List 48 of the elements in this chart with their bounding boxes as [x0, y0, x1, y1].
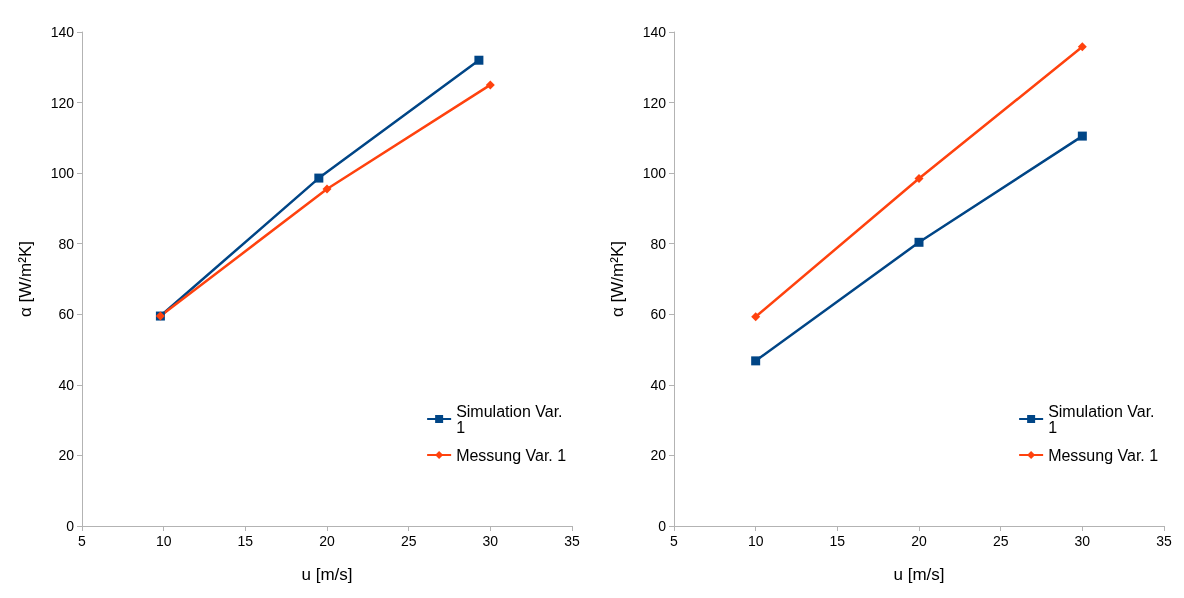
- legend-label: Messung Var. 1: [1048, 446, 1159, 464]
- y-tick-label: 0: [658, 518, 667, 534]
- point: [1077, 42, 1087, 52]
- y-tick-label: 140: [50, 24, 75, 40]
- y-tick-label: 120: [642, 94, 667, 111]
- x-tick-label: 15: [237, 533, 254, 549]
- point: [474, 55, 484, 65]
- x-tick-label: 20: [319, 533, 335, 549]
- x-tick-label: 10: [155, 533, 172, 549]
- legend-label: Messung Var. 1: [456, 446, 567, 464]
- x-axis-title: u [m/s]: [301, 565, 353, 584]
- y-tick-label: 80: [58, 235, 75, 252]
- x-tick-label: 20: [911, 533, 927, 549]
- legend-label: Simulation Var. 1: [456, 402, 568, 436]
- x-tick-label: 5: [670, 533, 679, 549]
- x-tick-label: 25: [400, 533, 417, 549]
- x-tick-label: 10: [747, 533, 764, 549]
- y-tick-label: 100: [642, 165, 667, 182]
- y-tick-label: 20: [650, 447, 667, 464]
- y-tick-label: 100: [50, 165, 75, 182]
- x-tick-label: 35: [564, 533, 580, 549]
- y-axis-title: α [W/m²K]: [608, 241, 627, 317]
- y-tick-label: 120: [50, 94, 75, 111]
- y-tick-label: 40: [58, 376, 75, 393]
- y-tick-label: 80: [650, 235, 667, 252]
- x-tick-label: 30: [1074, 533, 1091, 549]
- y-tick-label: 60: [58, 306, 75, 323]
- y-tick-label: 20: [58, 447, 75, 464]
- point: [914, 237, 924, 247]
- legend-label: Simulation Var. 1: [1048, 402, 1160, 436]
- point: [314, 173, 324, 183]
- point: [751, 312, 761, 322]
- x-tick-label: 5: [78, 533, 87, 549]
- x-axis-title: u [m/s]: [893, 565, 945, 584]
- x-tick-label: 35: [1156, 533, 1172, 549]
- point: [485, 80, 495, 90]
- x-tick-label: 25: [992, 533, 1009, 549]
- y-tick-label: 40: [650, 376, 667, 393]
- y-tick-label: 140: [642, 24, 667, 40]
- x-tick-label: 30: [482, 533, 499, 549]
- y-tick-label: 60: [650, 306, 667, 323]
- point: [751, 356, 761, 366]
- point: [914, 173, 924, 183]
- point: [322, 184, 332, 194]
- y-tick-label: 0: [66, 518, 75, 534]
- point: [1077, 131, 1087, 141]
- x-tick-label: 15: [829, 533, 846, 549]
- y-axis-title: α [W/m²K]: [16, 241, 35, 317]
